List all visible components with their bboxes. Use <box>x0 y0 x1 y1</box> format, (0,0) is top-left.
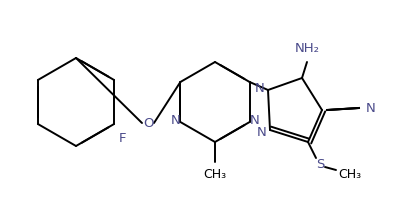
Text: F: F <box>118 132 126 145</box>
Text: N: N <box>250 114 260 126</box>
Text: N: N <box>366 101 376 114</box>
Text: CH₃: CH₃ <box>203 167 227 180</box>
Text: NH₂: NH₂ <box>295 42 320 55</box>
Text: S: S <box>316 158 324 170</box>
Text: N: N <box>257 125 267 139</box>
Text: N: N <box>171 114 180 126</box>
Text: CH₃: CH₃ <box>339 167 361 180</box>
Text: N: N <box>255 81 265 95</box>
Text: O: O <box>143 117 153 130</box>
